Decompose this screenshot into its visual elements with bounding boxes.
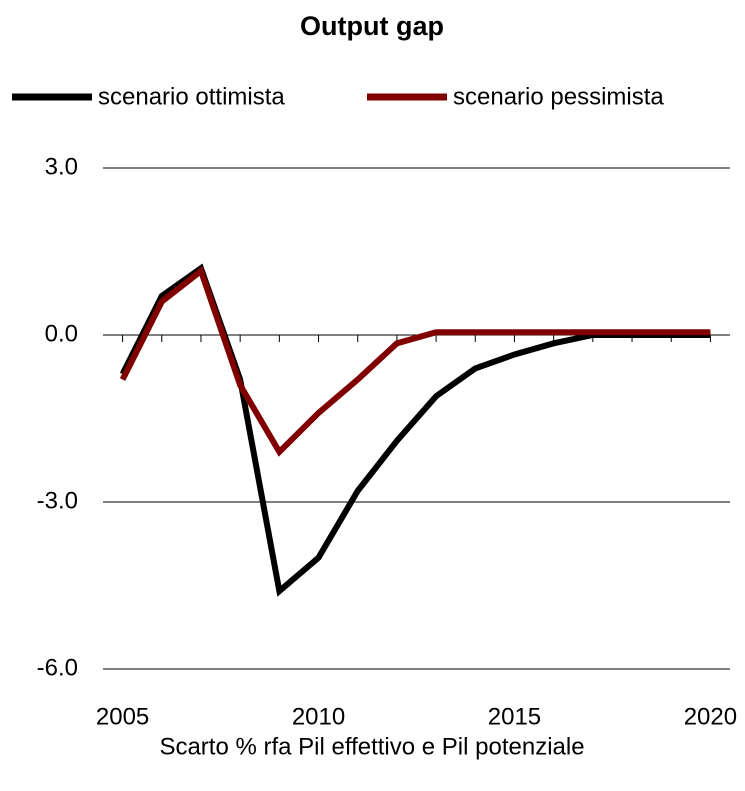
y-tick-label: -3.0 <box>37 487 78 514</box>
y-tick-label: 3.0 <box>45 153 78 180</box>
x-tick-label: 2020 <box>684 703 737 730</box>
series-line <box>119 266 711 457</box>
series-line <box>119 263 711 597</box>
x-tick-label: 2015 <box>488 703 541 730</box>
y-tick-label: -6.0 <box>37 654 78 681</box>
chart-title: Output gap <box>300 11 444 41</box>
legend-label: scenario pessimista <box>453 83 664 110</box>
legend-label: scenario ottimista <box>98 83 285 110</box>
y-tick-label: 0.0 <box>45 320 78 347</box>
x-tick-label: 2010 <box>292 703 345 730</box>
x-axis-label: Scarto % rfa Pil effettivo e Pil potenzi… <box>159 733 584 760</box>
x-tick-label: 2005 <box>96 703 149 730</box>
